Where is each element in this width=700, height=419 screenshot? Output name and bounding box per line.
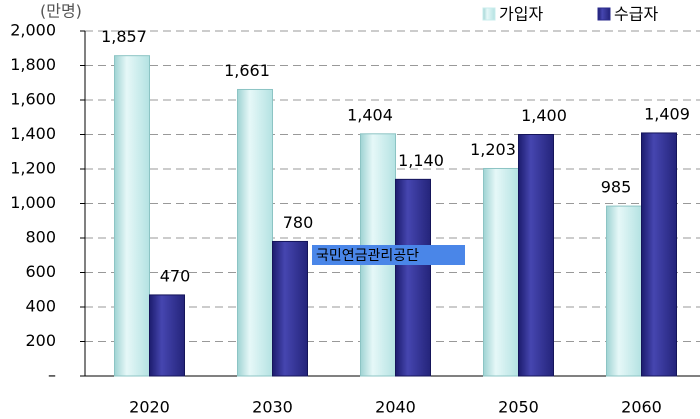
x-tick-label: 2050 <box>498 398 539 417</box>
watermark: 국민연금관리공단 <box>316 248 419 264</box>
x-tick-label: 2030 <box>252 398 293 417</box>
y-tick-label: 1,000 <box>10 193 56 212</box>
data-label: 1,400 <box>521 106 567 125</box>
bar <box>114 55 150 377</box>
y-tick-label: 400 <box>25 297 56 316</box>
data-label: 1,404 <box>347 105 393 124</box>
x-tick-label: 2060 <box>621 398 662 417</box>
y-tick-label: 1,400 <box>10 124 56 143</box>
y-tick-label: 1,200 <box>10 159 56 178</box>
data-label: 470 <box>160 266 191 285</box>
data-label: 1,203 <box>470 140 516 159</box>
legend-swatch <box>482 7 496 21</box>
y-axis-label: (만명) <box>40 2 82 21</box>
legend-label: 수급자 <box>614 5 658 24</box>
bar <box>395 178 431 377</box>
bar <box>483 167 519 377</box>
legend-swatch <box>597 7 611 21</box>
bar <box>237 88 273 377</box>
x-tick-label: 2020 <box>129 398 170 417</box>
y-tick-label: 800 <box>25 228 56 247</box>
y-tick-label: – <box>48 366 56 385</box>
bar <box>641 132 677 377</box>
y-tick-label: 200 <box>25 331 56 350</box>
data-label: 1,857 <box>101 27 147 46</box>
data-label: 1,409 <box>644 104 690 123</box>
data-label: 985 <box>601 178 632 197</box>
bar <box>272 240 308 377</box>
y-tick-label: 1,600 <box>10 90 56 109</box>
bar <box>606 205 642 377</box>
bar <box>149 294 185 377</box>
y-tick-label: 600 <box>25 262 56 281</box>
y-tick-label: 1,800 <box>10 55 56 74</box>
legend-label: 가입자 <box>499 5 543 24</box>
y-tick-label: 2,000 <box>10 21 56 40</box>
x-tick-label: 2040 <box>375 398 416 417</box>
data-label: 1,140 <box>398 151 444 170</box>
data-label: 1,661 <box>224 61 270 80</box>
watermark-box <box>312 245 465 265</box>
bar <box>518 134 554 377</box>
data-label: 780 <box>283 213 314 232</box>
